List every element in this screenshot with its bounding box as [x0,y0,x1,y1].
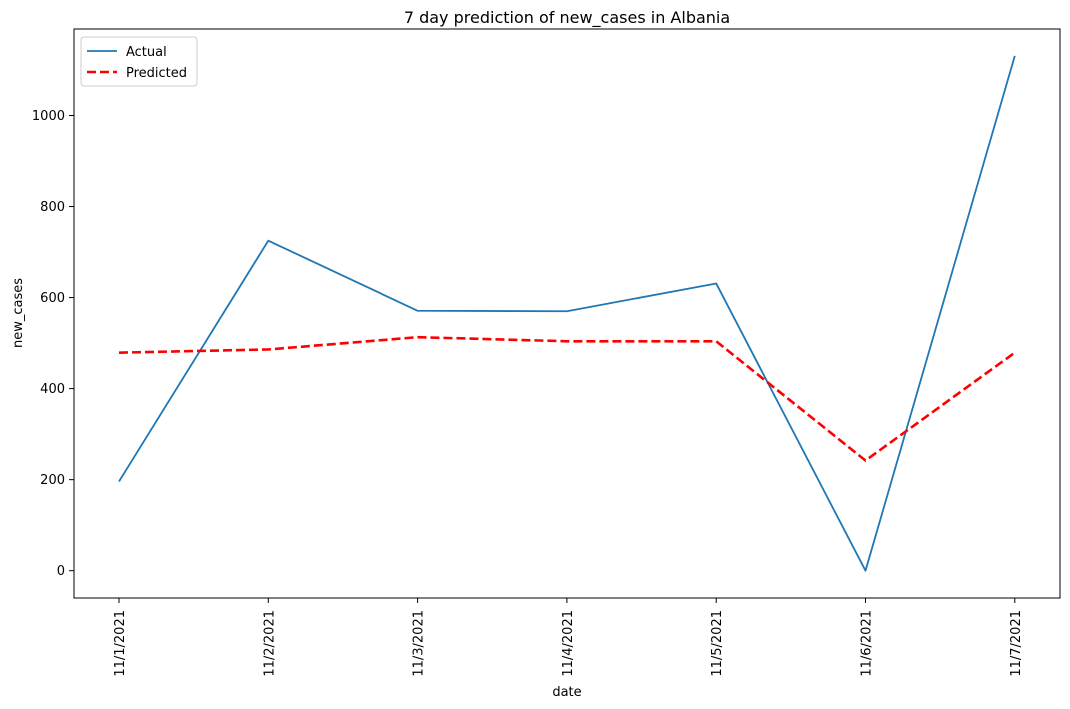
series-layer [117,54,1017,573]
series-line-predicted [118,335,1016,462]
data-point-actual [714,281,718,285]
data-point-predicted [714,339,718,343]
x-tick-label: 11/6/2021 [860,610,875,677]
data-point-actual [117,479,121,483]
data-point-actual [565,309,569,313]
y-tick-label: 400 [40,382,65,397]
data-point-predicted [1013,351,1017,355]
x-tick-label: 11/3/2021 [412,610,427,677]
data-point-predicted [117,351,121,355]
y-tick-label: 0 [57,564,65,579]
data-point-predicted [864,459,868,463]
legend: Actual Predicted [80,36,198,87]
x-axis-label: date [552,685,581,700]
y-tick-label: 600 [40,291,65,306]
chart-title: 7 day prediction of new_cases in Albania [404,8,730,28]
data-point-actual [864,569,868,573]
y-axis: 0 200 400 600 800 1000 [32,109,74,579]
y-tick-label: 1000 [32,109,65,124]
y-tick-label: 800 [40,200,65,215]
x-tick-label: 11/1/2021 [113,610,128,677]
series-line-actual [118,55,1016,572]
x-tick-label: 11/5/2021 [710,610,725,677]
data-point-predicted [565,339,569,343]
x-tick-label: 11/4/2021 [561,610,576,677]
data-point-actual [266,239,270,243]
data-point-predicted [416,335,420,339]
plot-area [73,28,1061,599]
y-tick-label: 200 [40,473,65,488]
legend-actual-label: Actual [126,45,167,60]
legend-predicted-label: Predicted [126,66,187,81]
x-tick-label: 11/2/2021 [262,610,277,677]
x-tick-label: 11/7/2021 [1009,610,1024,677]
legend-box [80,36,198,87]
data-point-actual [1013,54,1017,58]
data-point-predicted [266,347,270,351]
data-point-actual [416,309,420,313]
y-axis-label: new_cases [11,278,26,348]
x-axis: 11/1/2021 11/2/2021 11/3/2021 11/4/2021 11/5… [113,598,1024,677]
